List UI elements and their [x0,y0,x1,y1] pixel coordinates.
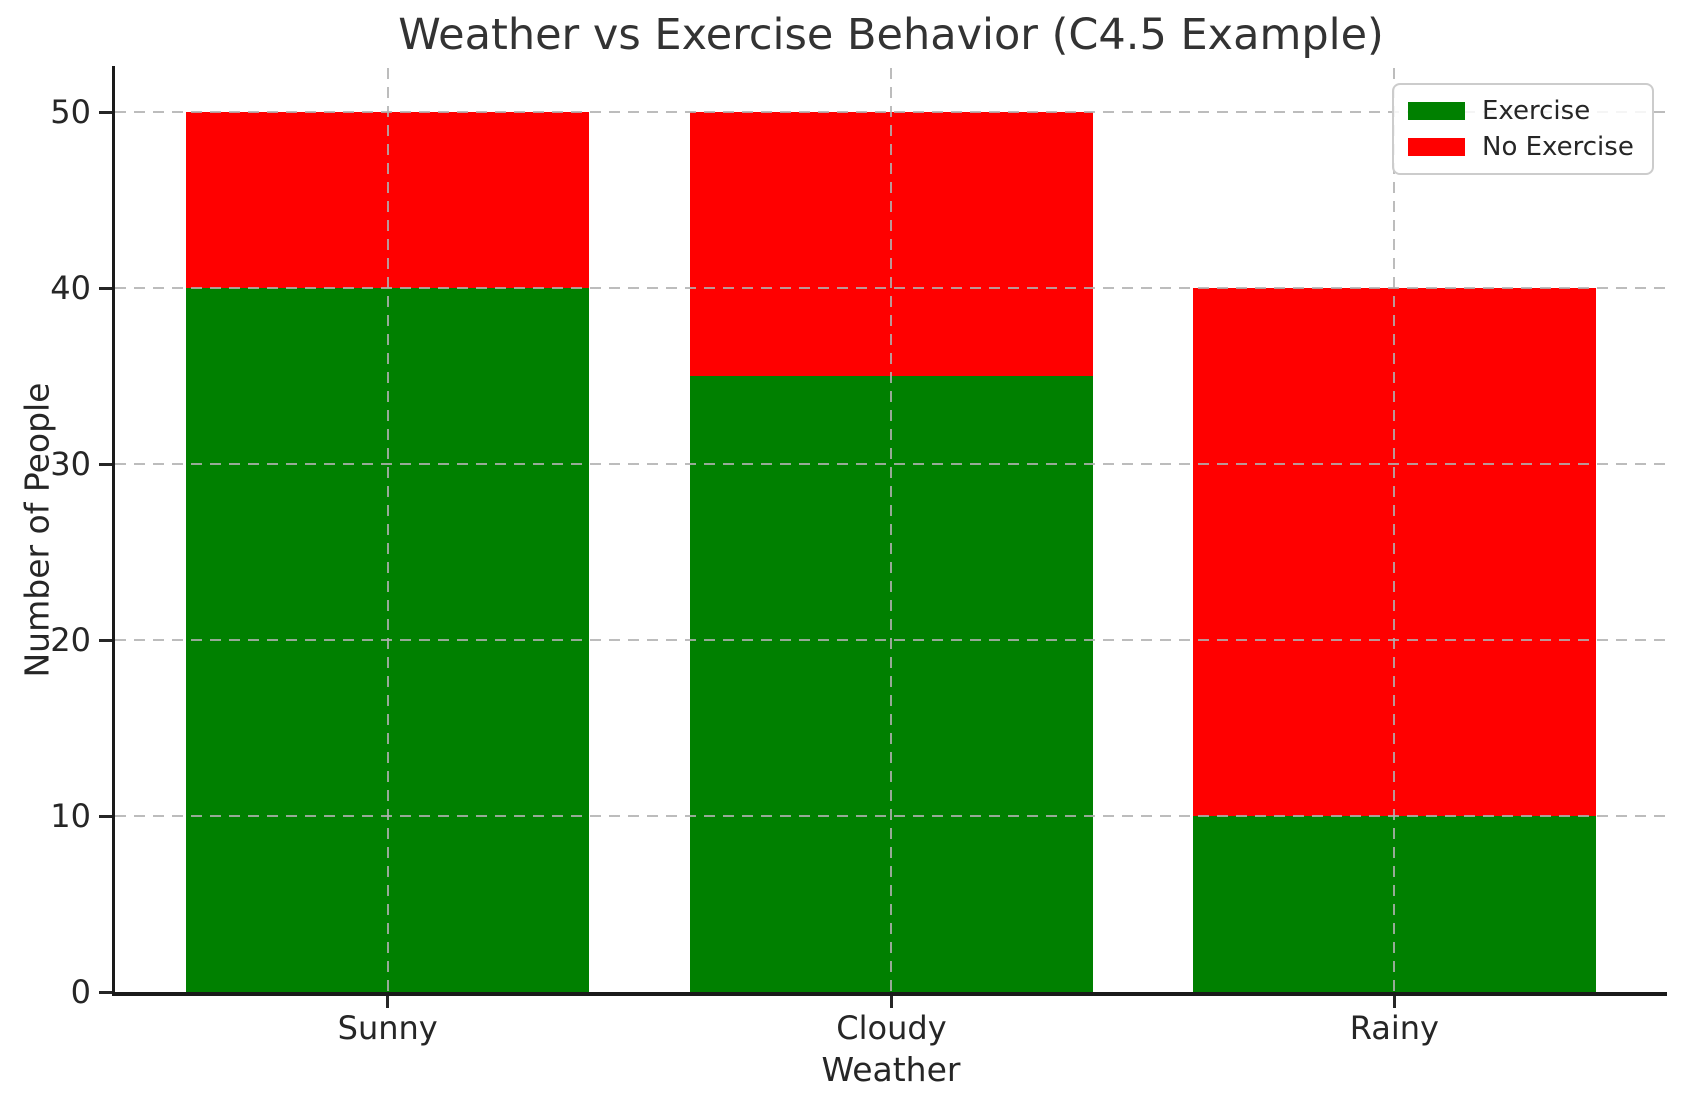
x-tick-label: Cloudy [836,1009,947,1047]
legend-item-exercise: Exercise [1408,96,1638,126]
y-tick-label: 10 [50,797,91,835]
legend-swatch-no-exercise [1408,137,1465,156]
x-tick-mark [889,996,893,1008]
y-tick-mark [99,638,112,642]
x-axis-spine [112,992,1667,996]
legend-swatch-exercise [1408,102,1465,121]
y-tick-label: 20 [50,621,91,659]
chart-title: Weather vs Exercise Behavior (C4.5 Examp… [398,10,1384,60]
x-tick-label: Sunny [337,1009,438,1047]
v-gridline [890,68,893,992]
x-axis-label: Weather [821,1050,961,1089]
y-axis-spine [112,66,115,994]
h-gridline [115,815,1667,817]
y-tick-mark [99,462,112,466]
plot-area [112,66,1667,996]
legend: Exercise No Exercise [1392,83,1654,175]
v-gridline [1393,68,1396,992]
y-tick-label: 50 [50,93,91,131]
h-gridline [115,287,1667,289]
x-tick-mark [1392,996,1396,1008]
y-tick-label: 0 [70,973,91,1011]
h-gridline [115,463,1667,465]
x-tick-label: Rainy [1349,1009,1439,1047]
h-gridline [115,639,1667,641]
grid-layer [115,68,1667,992]
legend-item-no-exercise: No Exercise [1408,132,1638,162]
y-tick-mark [99,286,112,290]
y-tick-label: 40 [50,269,91,307]
legend-label: Exercise [1482,96,1591,127]
x-tick-mark [386,996,390,1008]
legend-label: No Exercise [1482,131,1634,162]
v-gridline [386,68,389,992]
y-tick-label: 30 [50,445,91,483]
y-tick-mark [99,814,112,818]
y-tick-mark [99,990,112,994]
y-tick-mark [99,110,112,114]
